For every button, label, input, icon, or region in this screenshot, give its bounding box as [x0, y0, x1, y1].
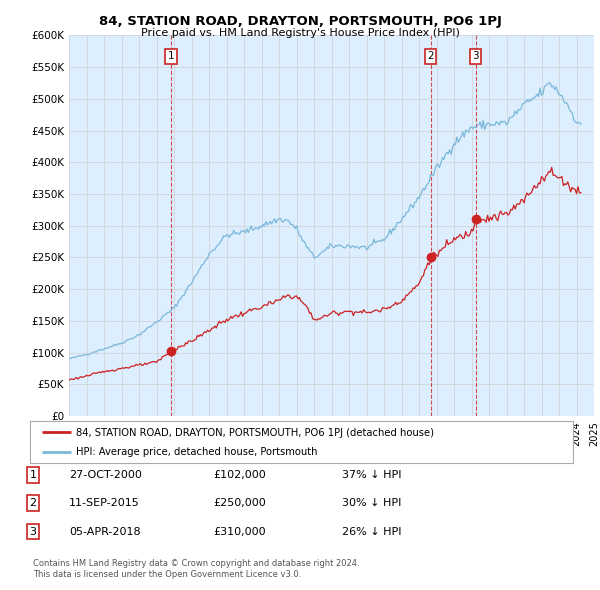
Text: 05-APR-2018: 05-APR-2018 — [69, 527, 140, 536]
Text: This data is licensed under the Open Government Licence v3.0.: This data is licensed under the Open Gov… — [33, 571, 301, 579]
Text: £250,000: £250,000 — [213, 499, 266, 508]
Text: 84, STATION ROAD, DRAYTON, PORTSMOUTH, PO6 1PJ: 84, STATION ROAD, DRAYTON, PORTSMOUTH, P… — [98, 15, 502, 28]
Text: 3: 3 — [29, 527, 37, 536]
Text: HPI: Average price, detached house, Portsmouth: HPI: Average price, detached house, Port… — [76, 447, 317, 457]
Text: 30% ↓ HPI: 30% ↓ HPI — [342, 499, 401, 508]
Text: 11-SEP-2015: 11-SEP-2015 — [69, 499, 140, 508]
Text: Contains HM Land Registry data © Crown copyright and database right 2024.: Contains HM Land Registry data © Crown c… — [33, 559, 359, 568]
Text: 2: 2 — [427, 51, 434, 61]
Text: £310,000: £310,000 — [213, 527, 266, 536]
Text: 26% ↓ HPI: 26% ↓ HPI — [342, 527, 401, 536]
Text: 2: 2 — [29, 499, 37, 508]
Text: £102,000: £102,000 — [213, 470, 266, 480]
Text: 27-OCT-2000: 27-OCT-2000 — [69, 470, 142, 480]
Text: 3: 3 — [473, 51, 479, 61]
Text: Price paid vs. HM Land Registry's House Price Index (HPI): Price paid vs. HM Land Registry's House … — [140, 28, 460, 38]
Text: 1: 1 — [29, 470, 37, 480]
Text: 84, STATION ROAD, DRAYTON, PORTSMOUTH, PO6 1PJ (detached house): 84, STATION ROAD, DRAYTON, PORTSMOUTH, P… — [76, 428, 434, 438]
Text: 1: 1 — [168, 51, 175, 61]
Text: 37% ↓ HPI: 37% ↓ HPI — [342, 470, 401, 480]
